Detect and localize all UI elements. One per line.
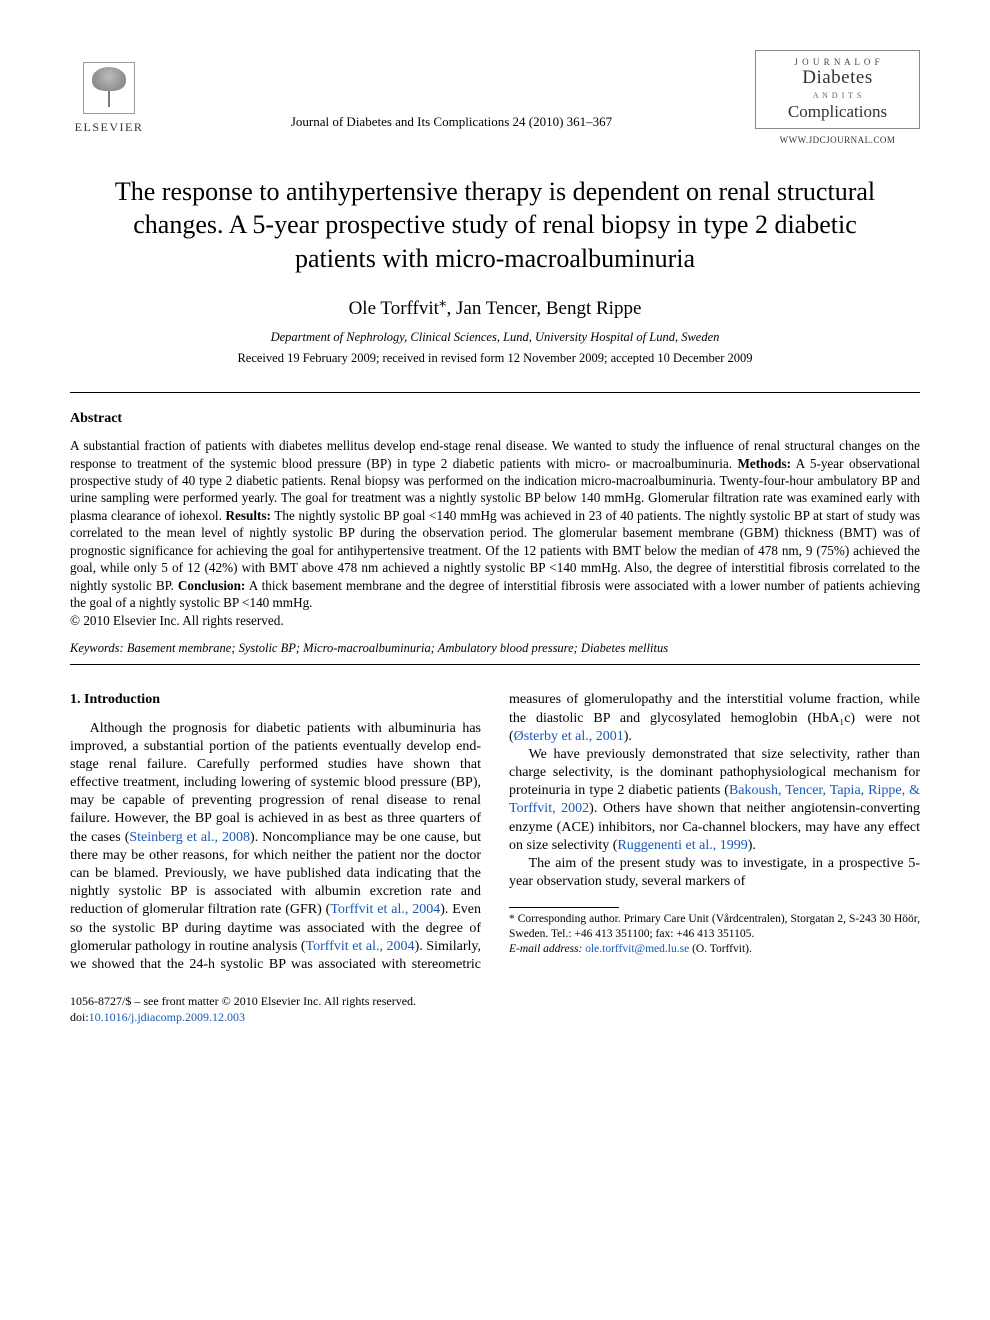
body-columns: 1. Introduction Although the prognosis f…: [70, 691, 920, 974]
footer-block: 1056-8727/$ – see front matter © 2010 El…: [70, 994, 920, 1025]
header-row: ELSEVIER Journal of Diabetes and Its Com…: [70, 50, 920, 145]
abstract-heading: Abstract: [70, 411, 920, 427]
ref-steinberg[interactable]: Steinberg et al., 2008: [129, 830, 250, 845]
footer-line1: 1056-8727/$ – see front matter © 2010 El…: [70, 994, 920, 1010]
body-p2: We have previously demonstrated that siz…: [509, 746, 920, 855]
affiliation: Department of Nephrology, Clinical Scien…: [70, 330, 920, 345]
journal-badge: J O U R N A L O F Diabetes A N D I T S C…: [755, 50, 920, 145]
footnote-rule: [509, 907, 619, 908]
abstract-results-head: Results:: [226, 508, 271, 523]
journal-diabetes: Diabetes: [760, 67, 915, 89]
ref-ruggenenti[interactable]: Ruggenenti et al., 1999: [617, 838, 747, 853]
publisher-logo: ELSEVIER: [70, 50, 148, 135]
journal-complications: Complications: [760, 102, 915, 122]
article-title: The response to antihypertensive therapy…: [90, 175, 900, 275]
footnote-email-tail: (O. Torffvit).: [689, 943, 752, 955]
keywords-label: Keywords:: [70, 641, 124, 655]
authors: Ole Torffvit⁎, Jan Tencer, Bengt Rippe: [70, 293, 920, 320]
doi-link[interactable]: 10.1016/j.jdiacomp.2009.12.003: [89, 1010, 245, 1024]
ref-osterby[interactable]: Østerby et al., 2001: [514, 729, 624, 744]
author-list: Ole Torffvit⁎, Jan Tencer, Bengt Rippe: [349, 298, 642, 319]
keywords-list: Basement membrane; Systolic BP; Micro-ma…: [124, 641, 668, 655]
footnote-text: * Corresponding author. Primary Care Uni…: [509, 912, 920, 942]
abstract-methods-head: Methods:: [737, 456, 790, 471]
publisher-name: ELSEVIER: [75, 120, 144, 135]
journal-url: WWW.JDCJOURNAL.COM: [755, 135, 920, 145]
citation: Journal of Diabetes and Its Complication…: [148, 50, 755, 130]
keywords: Keywords: Basement membrane; Systolic BP…: [70, 641, 920, 656]
ref-torffvit-2004a[interactable]: Torffvit et al., 2004: [330, 902, 440, 917]
abstract-conclusion-head: Conclusion:: [178, 578, 245, 593]
journal-and: A N D I T S: [760, 91, 915, 100]
footnote-email-label: E-mail address:: [509, 943, 582, 955]
journal-small-top: J O U R N A L O F: [760, 57, 915, 67]
rule-bottom: [70, 664, 920, 665]
elsevier-tree-icon: [83, 62, 135, 114]
body-p3: The aim of the present study was to inve…: [509, 855, 920, 891]
doi-label: doi:: [70, 1010, 89, 1024]
corresponding-author-footnote: * Corresponding author. Primary Care Uni…: [509, 912, 920, 957]
ref-torffvit-2004b[interactable]: Torffvit et al., 2004: [306, 939, 415, 954]
article-dates: Received 19 February 2009; received in r…: [70, 351, 920, 366]
intro-heading: 1. Introduction: [70, 691, 481, 709]
footnote-email[interactable]: ole.torffvit@med.lu.se: [585, 943, 689, 955]
abstract-intro: A substantial fraction of patients with …: [70, 438, 920, 470]
abstract-copyright: © 2010 Elsevier Inc. All rights reserved…: [70, 613, 920, 629]
rule-top: [70, 392, 920, 393]
abstract-body: A substantial fraction of patients with …: [70, 437, 920, 611]
abstract-block: Abstract A substantial fraction of patie…: [70, 411, 920, 629]
